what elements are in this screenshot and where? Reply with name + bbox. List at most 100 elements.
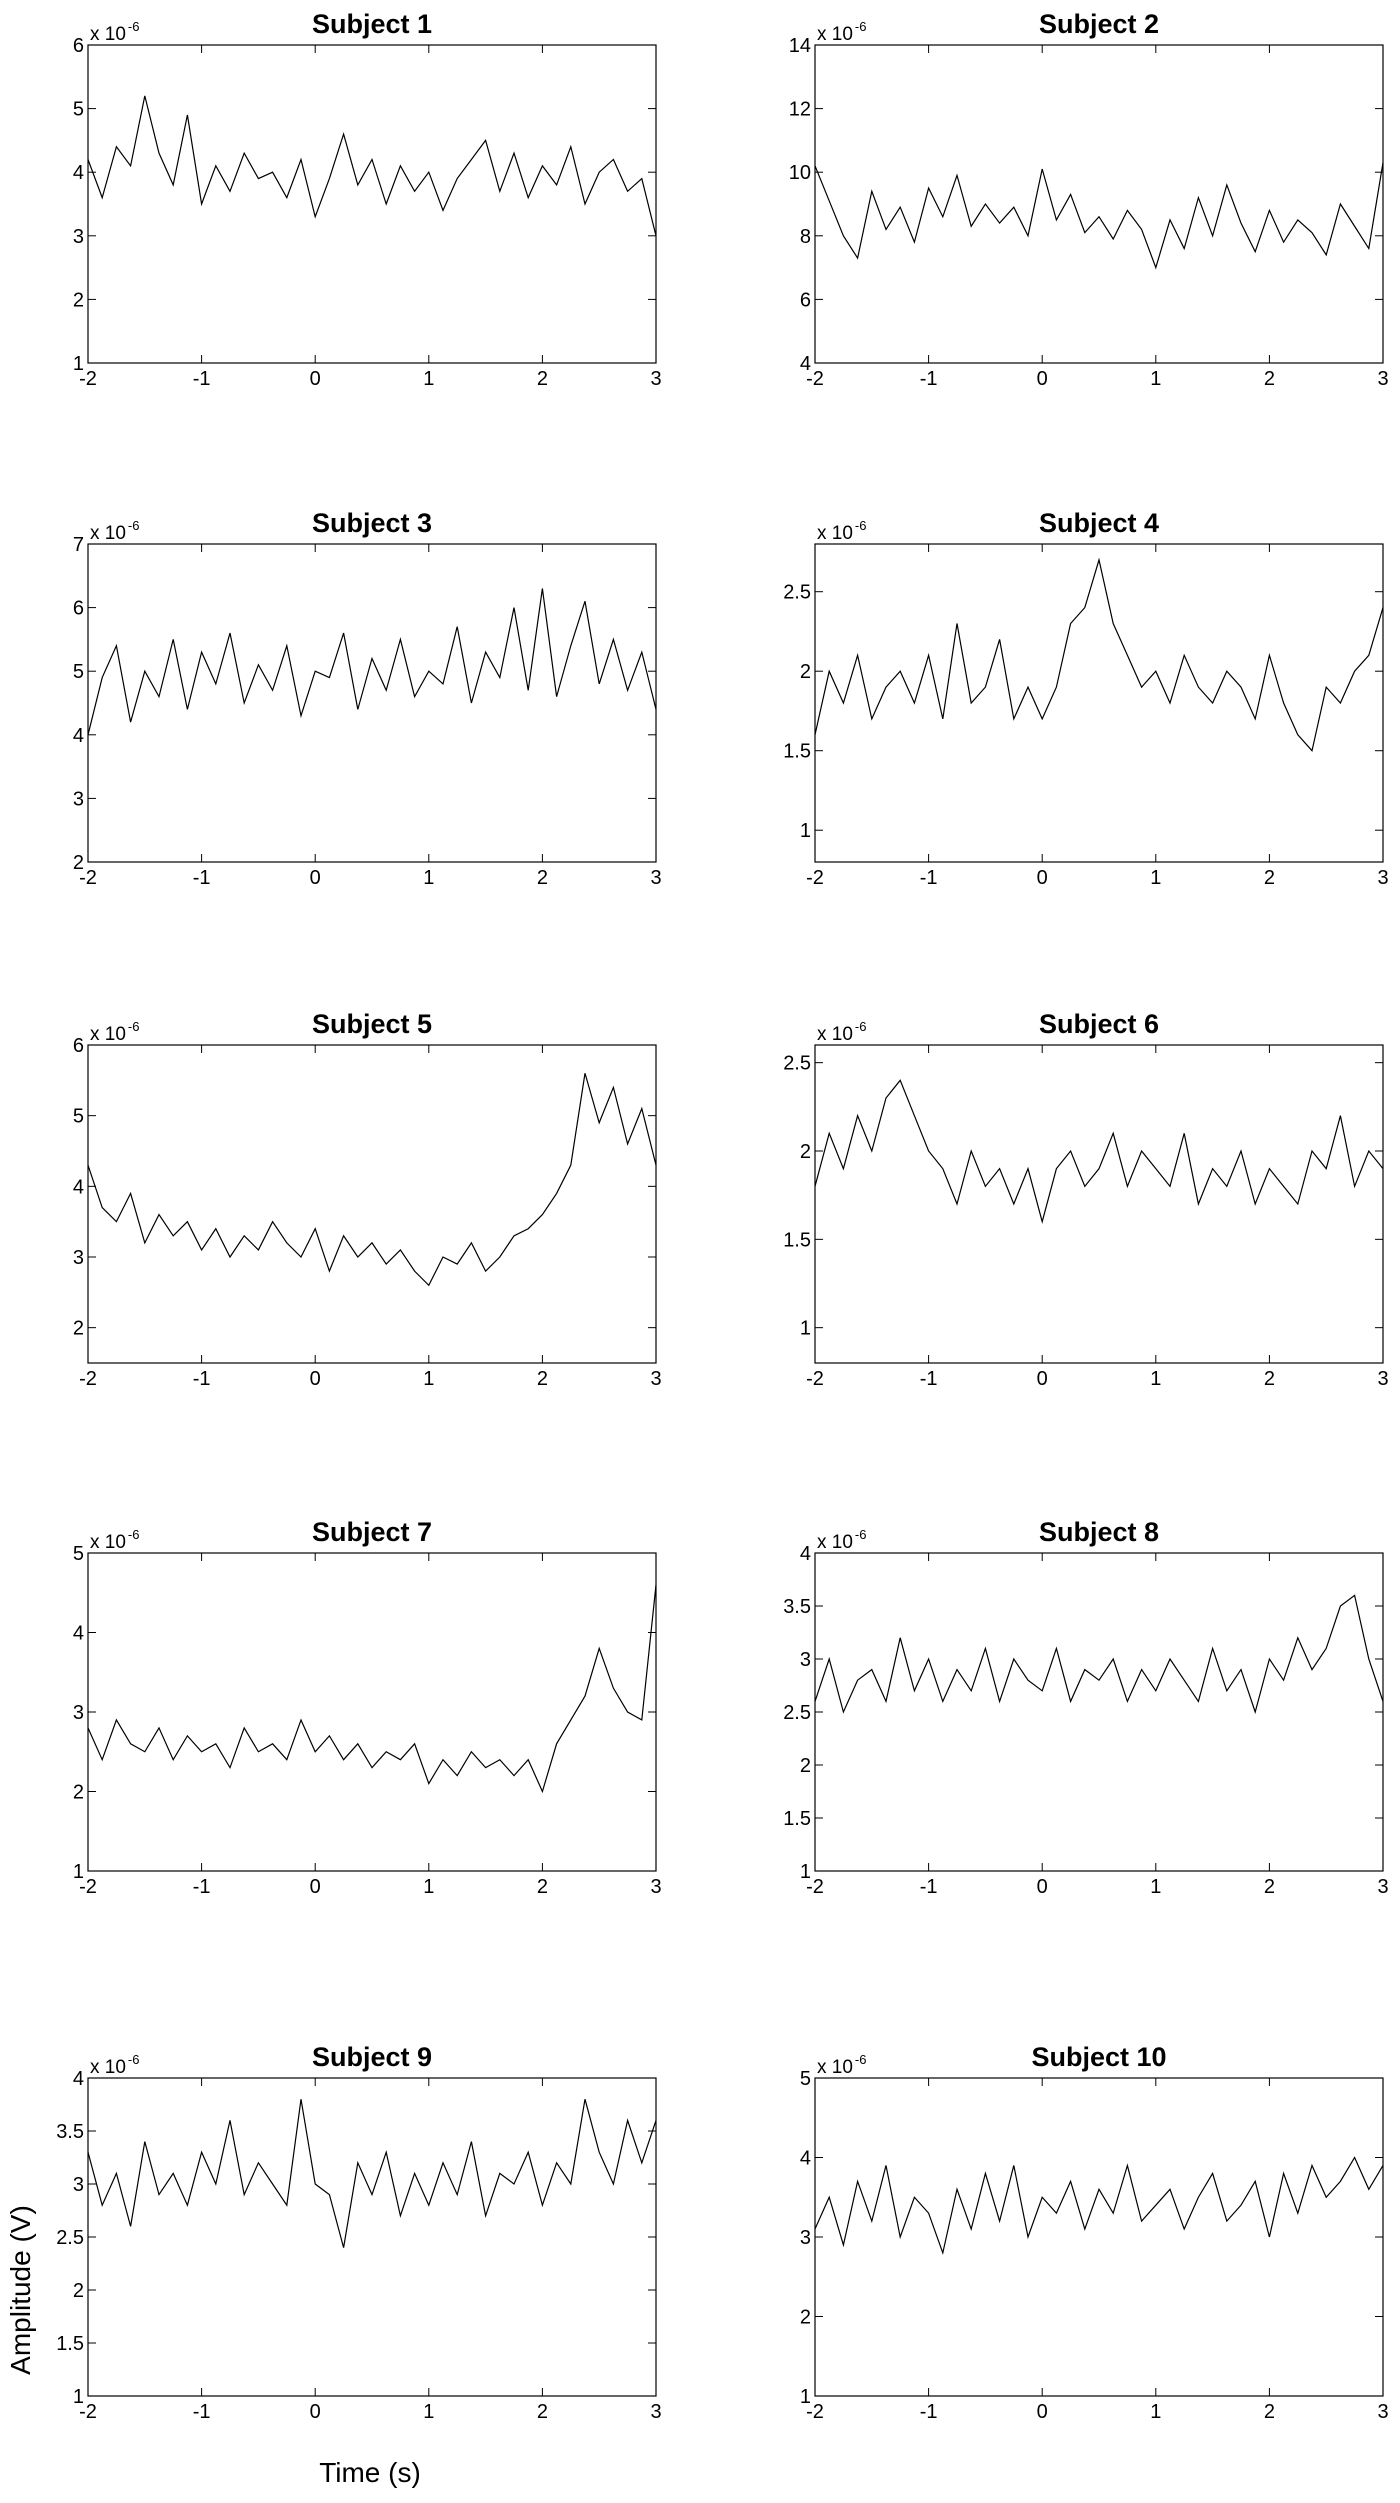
plot-area bbox=[87, 44, 657, 364]
y-tick-label: 2 bbox=[800, 661, 811, 683]
plot-area bbox=[814, 44, 1384, 364]
signal-line bbox=[87, 588, 657, 735]
x-tick-label: 3 bbox=[650, 867, 661, 889]
y-exponent: -6 bbox=[855, 1019, 867, 1034]
plot-area bbox=[814, 2077, 1384, 2397]
x-tick-label: -2 bbox=[79, 867, 97, 889]
plot-area bbox=[87, 543, 657, 863]
y-tick-label: 5 bbox=[73, 1543, 84, 1565]
x-tick-label: -1 bbox=[920, 1876, 938, 1898]
x-tick-label: -2 bbox=[806, 1876, 824, 1898]
x-tick-label: 3 bbox=[1377, 1876, 1388, 1898]
signal-line bbox=[87, 2099, 657, 2248]
y-tick-label: 4 bbox=[800, 2148, 811, 2170]
y-tick-label: 4 bbox=[73, 2068, 84, 2090]
y-tick-label: 1 bbox=[73, 2386, 84, 2408]
x-tick-label: 2 bbox=[1264, 1876, 1275, 1898]
x-tick-label: 3 bbox=[1377, 1368, 1388, 1390]
plot-area bbox=[87, 2077, 657, 2397]
x-tick-label: -1 bbox=[193, 368, 211, 390]
y-multiplier: x 10 bbox=[90, 523, 126, 544]
y-tick-label: 2 bbox=[800, 1755, 811, 1777]
x-tick-label: 2 bbox=[1264, 2401, 1275, 2423]
x-tick-label: 1 bbox=[1150, 1368, 1161, 1390]
x-tick-label: 1 bbox=[1150, 1876, 1161, 1898]
y-tick-label: 1.5 bbox=[783, 1229, 811, 1251]
x-tick-label: 3 bbox=[1377, 368, 1388, 390]
y-tick-label: 2.5 bbox=[783, 1702, 811, 1724]
x-tick-label: -1 bbox=[920, 1368, 938, 1390]
signal-line bbox=[814, 162, 1384, 270]
y-multiplier: x 10 bbox=[90, 24, 126, 45]
y-tick-label: 6 bbox=[800, 289, 811, 311]
subplot: Subject 4 x 10 -6 -2 -1 0 1 2 3 1 1.5 2 2.5 bbox=[783, 508, 1388, 889]
x-tick-label: -1 bbox=[193, 867, 211, 889]
subplot-title: Subject 4 bbox=[1039, 508, 1159, 538]
x-tick-label: 2 bbox=[537, 867, 548, 889]
subplot: Subject 8 x 10 -6 -2 -1 0 1 2 3 1 1.5 2 2.5 3 3.5 4 bbox=[783, 1517, 1388, 1898]
signal-line bbox=[87, 95, 657, 236]
y-tick-label: 4 bbox=[73, 1176, 84, 1198]
y-tick-label: 14 bbox=[789, 35, 811, 57]
y-tick-label: 1 bbox=[800, 820, 811, 842]
y-tick-label: 2 bbox=[800, 2307, 811, 2329]
y-tick-label: 2 bbox=[73, 289, 84, 311]
x-tick-label: -2 bbox=[806, 1368, 824, 1390]
y-tick-label: 6 bbox=[73, 1035, 84, 1057]
signal-line bbox=[87, 1073, 657, 1287]
x-tick-label: 2 bbox=[537, 368, 548, 390]
subplot-title: Subject 8 bbox=[1039, 1517, 1159, 1547]
x-tick-label: 0 bbox=[310, 1368, 321, 1390]
subplot: Subject 10 x 10 -6 -2 -1 0 1 2 3 1 2 3 4 5 bbox=[800, 2042, 1389, 2423]
x-tick-label: -1 bbox=[920, 867, 938, 889]
subplot: Subject 9 x 10 -6 -2 -1 0 1 2 3 1 1.5 2 2.5 3 3.5 4 bbox=[56, 2042, 661, 2423]
signal-line bbox=[814, 1079, 1384, 1224]
x-tick-label: 0 bbox=[310, 368, 321, 390]
y-tick-label: 2 bbox=[73, 1318, 84, 1340]
y-multiplier: x 10 bbox=[90, 1024, 126, 1045]
y-exponent: -6 bbox=[128, 2052, 140, 2067]
x-tick-label: 1 bbox=[423, 867, 434, 889]
y-tick-label: 4 bbox=[73, 725, 84, 747]
x-tick-label: -2 bbox=[79, 1368, 97, 1390]
x-tick-label: -2 bbox=[79, 2401, 97, 2423]
x-tick-label: -2 bbox=[806, 368, 824, 390]
x-tick-label: 1 bbox=[1150, 867, 1161, 889]
x-tick-label: -1 bbox=[193, 1368, 211, 1390]
x-axis-label: Time (s) bbox=[319, 2457, 421, 2488]
y-tick-label: 1 bbox=[73, 1861, 84, 1883]
x-tick-label: 1 bbox=[423, 1876, 434, 1898]
y-exponent: -6 bbox=[855, 19, 867, 34]
y-exponent: -6 bbox=[855, 2052, 867, 2067]
x-tick-label: -1 bbox=[920, 2401, 938, 2423]
x-tick-label: 0 bbox=[1037, 867, 1048, 889]
y-tick-label: 3 bbox=[73, 226, 84, 248]
y-tick-label: 4 bbox=[73, 162, 84, 184]
subplot-title: Subject 10 bbox=[1031, 2042, 1166, 2072]
x-tick-label: 0 bbox=[1037, 368, 1048, 390]
y-exponent: -6 bbox=[128, 1019, 140, 1034]
x-tick-label: 2 bbox=[1264, 867, 1275, 889]
subplot: Subject 5 x 10 -6 -2 -1 0 1 2 3 2 3 4 5 6 bbox=[73, 1009, 662, 1390]
plot-area bbox=[87, 1044, 657, 1364]
x-tick-label: 2 bbox=[537, 2401, 548, 2423]
x-tick-label: -2 bbox=[79, 1876, 97, 1898]
y-tick-label: 2 bbox=[73, 2280, 84, 2302]
x-tick-label: 2 bbox=[537, 1876, 548, 1898]
x-tick-label: -2 bbox=[806, 2401, 824, 2423]
y-tick-label: 3.5 bbox=[783, 1596, 811, 1618]
y-tick-label: 3 bbox=[73, 2174, 84, 2196]
y-tick-label: 3.5 bbox=[56, 2121, 84, 2143]
y-tick-label: 3 bbox=[73, 788, 84, 810]
y-tick-label: 1.5 bbox=[783, 1808, 811, 1830]
y-tick-label: 5 bbox=[800, 2068, 811, 2090]
y-tick-label: 4 bbox=[800, 1543, 811, 1565]
y-multiplier: x 10 bbox=[817, 1024, 853, 1045]
y-multiplier: x 10 bbox=[90, 2057, 126, 2078]
x-tick-label: -1 bbox=[193, 1876, 211, 1898]
x-tick-label: 3 bbox=[650, 1368, 661, 1390]
y-tick-label: 2 bbox=[73, 1782, 84, 1804]
y-multiplier: x 10 bbox=[817, 24, 853, 45]
x-tick-label: 0 bbox=[310, 2401, 321, 2423]
